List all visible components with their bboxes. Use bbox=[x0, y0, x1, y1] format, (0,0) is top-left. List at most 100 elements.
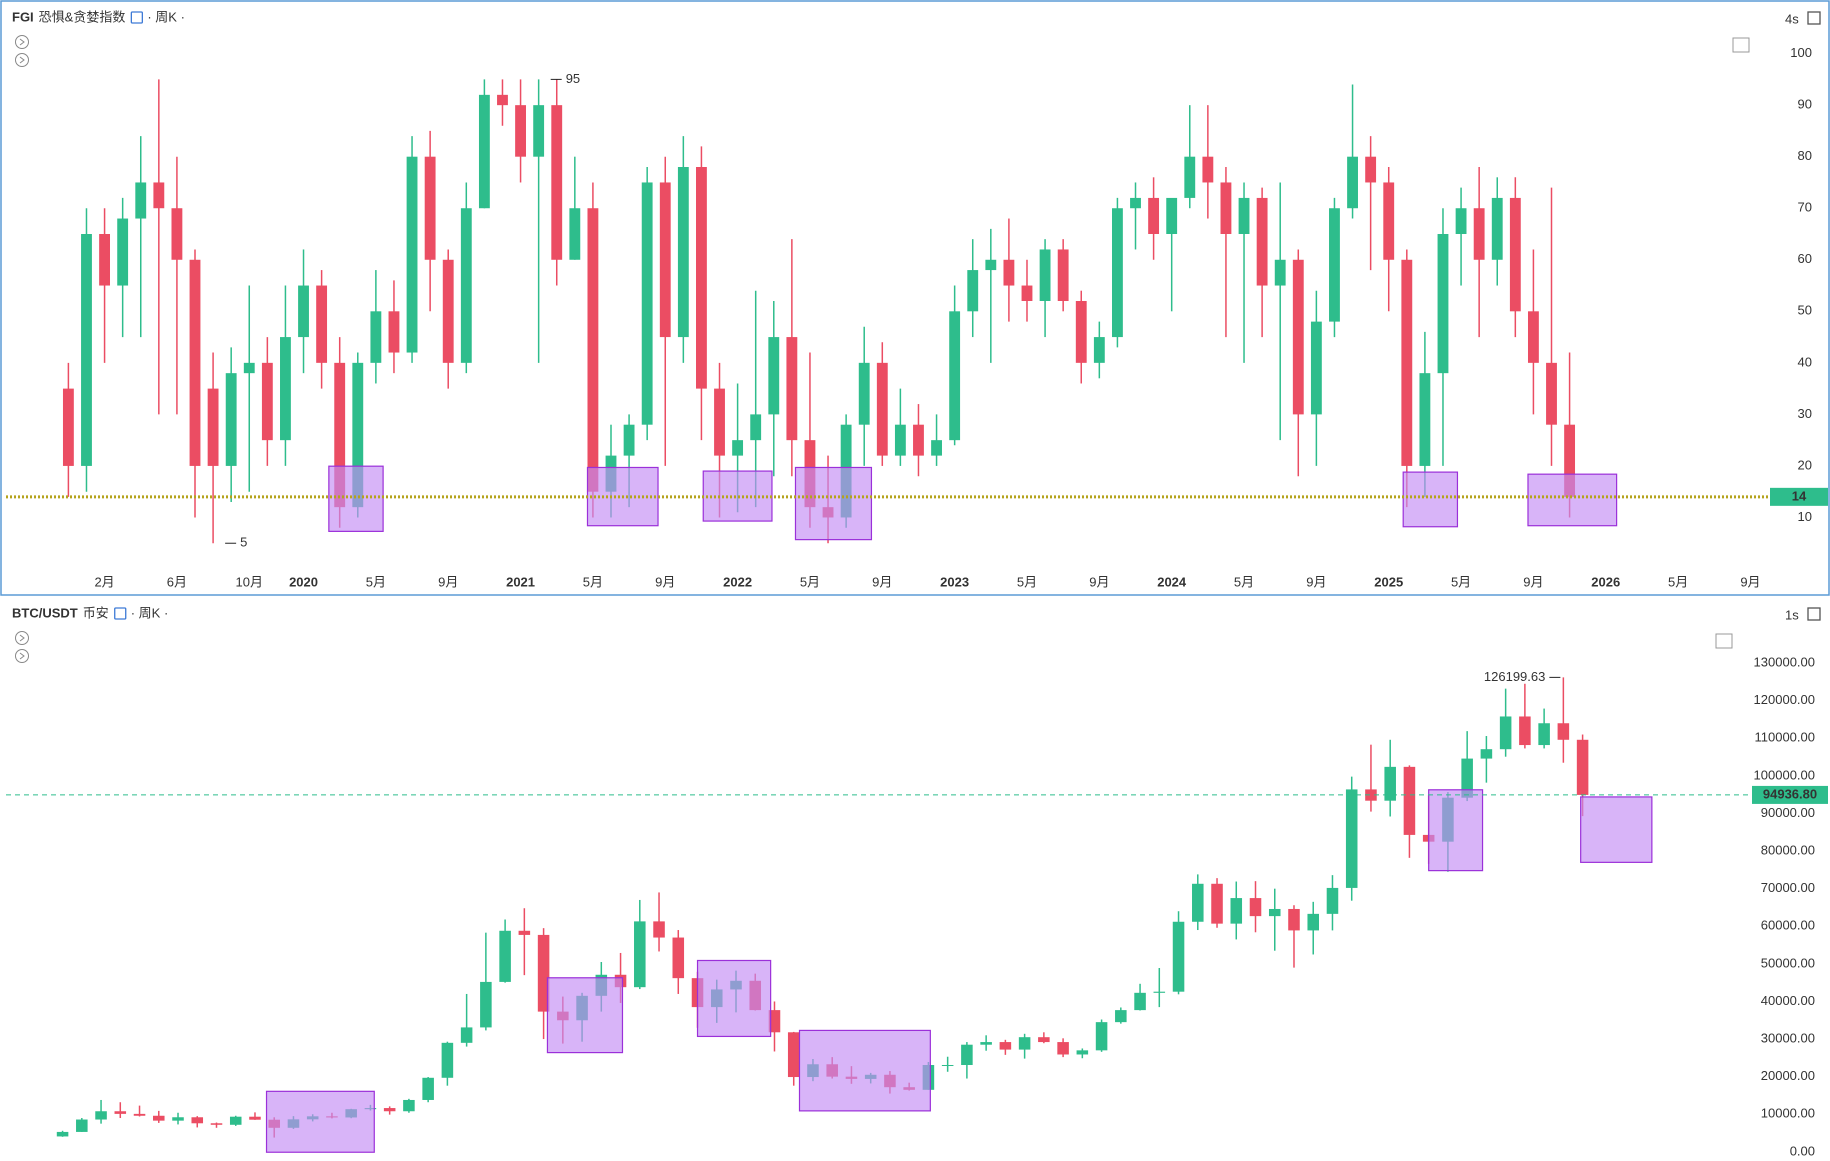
edit-icon[interactable] bbox=[114, 607, 127, 620]
chart-panel: BTC/USDT 币安 · 周K · 1s 0.00 10000.00 20000.00 30… bbox=[6, 605, 1828, 1158]
candle-body bbox=[352, 362, 364, 508]
candle-body bbox=[172, 1117, 184, 1121]
y-tick-label: 20 bbox=[1798, 457, 1812, 472]
x-tick-label: 5月 bbox=[1451, 574, 1471, 589]
x-tick-label: 9月 bbox=[872, 574, 892, 589]
candle-body bbox=[634, 921, 646, 988]
toggle-icon[interactable] bbox=[15, 35, 29, 49]
candle-body bbox=[1130, 197, 1141, 209]
collapse-icon[interactable] bbox=[1715, 633, 1733, 649]
y-tick-label: 80 bbox=[1798, 148, 1812, 163]
x-tick-label: 2024 bbox=[1157, 574, 1187, 589]
candle-body bbox=[1003, 259, 1015, 286]
candle-body bbox=[499, 930, 511, 982]
candle-body bbox=[95, 1111, 107, 1120]
candle-body bbox=[659, 182, 671, 338]
candle-body bbox=[403, 1099, 415, 1112]
x-tick-label: 9月 bbox=[655, 574, 675, 589]
x-tick-label: 2022 bbox=[723, 574, 752, 589]
candle-body bbox=[441, 1042, 454, 1078]
interval[interactable]: · 周K · bbox=[147, 9, 185, 24]
candle-body bbox=[768, 337, 780, 415]
symbol[interactable]: FGI bbox=[12, 9, 34, 24]
x-tick-label: 5月 bbox=[366, 574, 386, 589]
candle-body bbox=[225, 373, 237, 466]
annotation-label: 5 bbox=[240, 535, 247, 550]
candle-body bbox=[171, 208, 183, 260]
toggle-icon[interactable] bbox=[15, 631, 29, 645]
candle-body bbox=[117, 218, 129, 286]
collapse-icon[interactable] bbox=[1732, 37, 1750, 53]
candle-body bbox=[229, 1116, 242, 1125]
y-tick-label: 0.00 bbox=[1790, 1143, 1815, 1158]
toggle-arrow bbox=[19, 38, 25, 46]
candle-body bbox=[99, 234, 110, 286]
candle-body bbox=[334, 362, 346, 508]
title[interactable]: 币安 bbox=[83, 605, 109, 620]
candle-body bbox=[913, 424, 924, 456]
symbol[interactable]: BTC/USDT bbox=[12, 605, 78, 620]
edit-icon[interactable] bbox=[130, 11, 143, 24]
highlight-box bbox=[265, 1090, 375, 1153]
candle-body bbox=[858, 362, 870, 425]
candle-body bbox=[587, 208, 599, 492]
candle-body bbox=[714, 388, 725, 456]
title[interactable]: 恐惧&贪婪指数 bbox=[39, 9, 126, 24]
candle-body bbox=[1576, 739, 1589, 795]
x-tick-label: 2023 bbox=[940, 574, 969, 589]
candle-body bbox=[1403, 766, 1416, 835]
y-tick-label: 70000.00 bbox=[1761, 880, 1815, 895]
candle-body bbox=[1249, 898, 1262, 917]
y-tick-label: 40000.00 bbox=[1761, 993, 1815, 1008]
candle-body bbox=[243, 362, 255, 374]
candle-body bbox=[1184, 156, 1196, 198]
highlight-box bbox=[1527, 473, 1618, 527]
candle-body bbox=[537, 934, 550, 1012]
candle-body bbox=[1384, 766, 1396, 801]
candle-body bbox=[1134, 992, 1146, 1011]
y-tick-label: 50 bbox=[1798, 303, 1812, 318]
candle-body bbox=[1076, 1050, 1089, 1055]
last-price-box bbox=[1770, 487, 1828, 506]
x-tick-label: 9月 bbox=[1740, 574, 1760, 589]
candle-body bbox=[1292, 259, 1304, 415]
toggle-icon[interactable] bbox=[15, 649, 29, 663]
annotation-label: 126199.63 bbox=[1484, 669, 1545, 684]
candle-body bbox=[1307, 913, 1320, 931]
candle-body bbox=[133, 1113, 146, 1116]
expand-icon[interactable] bbox=[1807, 607, 1821, 621]
candle-body bbox=[533, 105, 545, 157]
candle-body bbox=[1461, 758, 1473, 798]
x-tick-label: 9月 bbox=[438, 574, 458, 589]
highlight-box bbox=[794, 466, 873, 541]
candle-body bbox=[497, 94, 508, 106]
candle-body bbox=[999, 1042, 1012, 1050]
x-tick-label: 2020 bbox=[289, 574, 318, 589]
candle-body bbox=[189, 259, 201, 466]
candle-body bbox=[1115, 1010, 1127, 1023]
candle-body bbox=[1057, 1042, 1069, 1055]
candle-body bbox=[1095, 1022, 1108, 1051]
candle-body bbox=[672, 937, 685, 979]
candle-body bbox=[56, 1131, 69, 1137]
x-tick-label: 2月 bbox=[94, 574, 114, 589]
toggle-arrow bbox=[19, 56, 25, 64]
candle-body bbox=[406, 156, 418, 353]
interval[interactable]: · 周K · bbox=[131, 605, 169, 620]
candle-body bbox=[76, 1119, 88, 1132]
candle-body bbox=[1491, 197, 1503, 260]
candle-body bbox=[1166, 197, 1178, 234]
candle-body bbox=[569, 208, 581, 260]
candle-body bbox=[1038, 1037, 1050, 1043]
candle-body bbox=[460, 1027, 473, 1043]
highlight-box bbox=[546, 977, 624, 1054]
toggle-icon[interactable] bbox=[15, 53, 29, 67]
x-tick-label: 2021 bbox=[506, 574, 535, 589]
candle-body bbox=[135, 182, 147, 219]
y-tick-label: 70 bbox=[1798, 200, 1812, 215]
expand-icon[interactable] bbox=[1807, 11, 1821, 25]
chart-panel: FGI 恐惧&贪婪指数 · 周K · 4s 10 20 30 40 50 60 70 80 90 100 2… bbox=[0, 0, 1830, 596]
candle-body bbox=[1230, 898, 1243, 924]
candle-body bbox=[967, 270, 979, 312]
candle-body bbox=[298, 285, 309, 338]
